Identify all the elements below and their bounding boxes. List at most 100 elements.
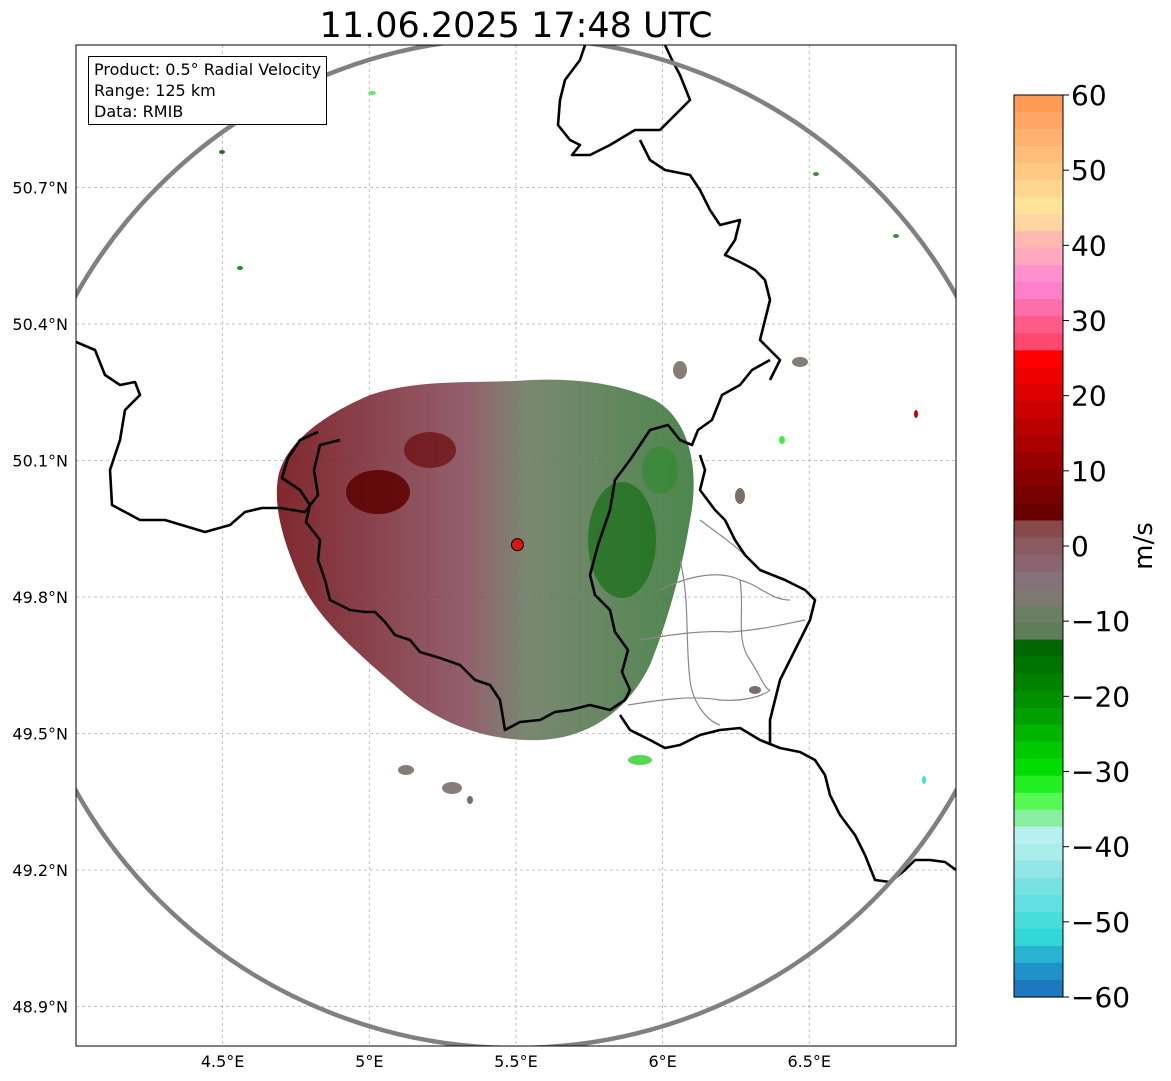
colorbar-tick-label: −50 bbox=[1071, 906, 1130, 939]
colorbar-segment bbox=[1014, 401, 1063, 419]
colorbar-segment bbox=[1014, 928, 1063, 947]
border-northwest bbox=[76, 340, 341, 534]
echo-spot bbox=[893, 234, 899, 238]
colorbar-segment bbox=[1014, 231, 1063, 249]
lat-tick-label: 49.5°N bbox=[12, 725, 68, 744]
colorbar bbox=[1013, 94, 1064, 998]
admin-borders bbox=[627, 519, 806, 726]
colorbar-segment bbox=[1014, 214, 1063, 232]
colorbar-segment bbox=[1014, 792, 1063, 811]
echo-area-main bbox=[276, 379, 694, 741]
colorbar-segment bbox=[1014, 588, 1063, 607]
colorbar-segment bbox=[1014, 809, 1063, 828]
colorbar-tick-label: 20 bbox=[1071, 380, 1107, 413]
lat-tick-label: 49.8°N bbox=[12, 588, 68, 607]
colorbar-segment bbox=[1014, 180, 1063, 198]
colorbar-segment bbox=[1014, 945, 1063, 964]
echo-spot bbox=[792, 357, 808, 367]
colorbar-segment bbox=[1014, 333, 1063, 351]
country-borders bbox=[76, 45, 956, 884]
colorbar-segment bbox=[1014, 146, 1063, 164]
colorbar-segment bbox=[1014, 282, 1063, 300]
info-data-source: Data: RMIB bbox=[94, 102, 184, 121]
colorbar-segment bbox=[1014, 350, 1063, 368]
colorbar-segment bbox=[1014, 724, 1063, 743]
echo-spot bbox=[735, 488, 745, 504]
colorbar-tick-label: −30 bbox=[1071, 756, 1130, 789]
echo-core-northeast bbox=[642, 446, 678, 494]
colorbar-tick-label: 0 bbox=[1071, 530, 1089, 563]
colorbar-segment bbox=[1014, 826, 1063, 845]
colorbar-ticks: 60 50 40 30 20 10 0 −10 −20 −30 −40 −50 −60 bbox=[1063, 79, 1130, 1014]
colorbar-segment bbox=[1014, 656, 1063, 675]
colorbar-tick-label: −60 bbox=[1071, 981, 1130, 1014]
echo-core-west bbox=[346, 470, 410, 514]
colorbar-segment bbox=[1014, 503, 1063, 522]
colorbar-tick-label: −20 bbox=[1071, 680, 1130, 713]
colorbar-segment bbox=[1014, 197, 1063, 215]
echo-spot bbox=[749, 686, 761, 694]
colorbar-tick-label: −10 bbox=[1071, 605, 1130, 638]
colorbar-segment bbox=[1014, 775, 1063, 794]
border-germany-east bbox=[638, 139, 782, 381]
colorbar-tick-label: 10 bbox=[1071, 455, 1107, 488]
echo-spot bbox=[442, 782, 462, 794]
colorbar-segment bbox=[1014, 554, 1063, 573]
colorbar-segment bbox=[1014, 741, 1063, 760]
echo-spot bbox=[813, 172, 819, 176]
map-border bbox=[75, 44, 957, 1047]
colorbar-segment bbox=[1014, 384, 1063, 402]
echo-spot bbox=[237, 266, 243, 270]
colorbar-segment bbox=[1014, 112, 1063, 130]
colorbar-segment bbox=[1014, 418, 1063, 436]
radar-echoes bbox=[219, 91, 926, 804]
border-southeast bbox=[618, 714, 956, 884]
colorbar-tick-label: −40 bbox=[1071, 831, 1130, 864]
echo-spot bbox=[914, 410, 918, 418]
lon-tick-label: 6°E bbox=[648, 1052, 676, 1071]
colorbar-segment bbox=[1014, 435, 1063, 453]
info-range: Range: 125 km bbox=[94, 81, 216, 100]
colorbar-segment bbox=[1014, 877, 1063, 896]
colorbar-segment bbox=[1014, 690, 1063, 709]
lat-tick-label: 50.7°N bbox=[12, 179, 68, 198]
colorbar-tick-label: 40 bbox=[1071, 229, 1107, 262]
colorbar-segment bbox=[1014, 707, 1063, 726]
echo-spot bbox=[398, 765, 414, 775]
echo-spot bbox=[467, 796, 473, 804]
colorbar-segment bbox=[1014, 911, 1063, 930]
info-product: Product: 0.5° Radial Velocity bbox=[94, 60, 322, 79]
info-box: Product: 0.5° Radial Velocity Range: 125… bbox=[88, 56, 328, 125]
colorbar-segment bbox=[1014, 95, 1063, 113]
colorbar-segment bbox=[1014, 571, 1063, 590]
colorbar-segment bbox=[1014, 163, 1063, 181]
lat-tick-label: 50.4°N bbox=[12, 315, 68, 334]
echo-spot bbox=[673, 361, 687, 379]
colorbar-segment bbox=[1014, 962, 1063, 981]
echo-core-northwest bbox=[404, 432, 456, 468]
colorbar-segment bbox=[1014, 537, 1063, 556]
echo-spot bbox=[219, 150, 225, 154]
colorbar-segment bbox=[1014, 486, 1063, 505]
colorbar-segment bbox=[1014, 605, 1063, 624]
echo-spot bbox=[628, 755, 652, 765]
colorbar-segment bbox=[1014, 860, 1063, 879]
colorbar-segment bbox=[1014, 265, 1063, 283]
colorbar-segment bbox=[1014, 520, 1063, 539]
colorbar-segment bbox=[1014, 894, 1063, 913]
colorbar-label: m/s bbox=[1129, 522, 1159, 570]
lat-tick-label: 49.2°N bbox=[12, 861, 68, 880]
echo-core-east bbox=[588, 482, 656, 598]
colorbar-segment bbox=[1014, 299, 1063, 317]
lon-tick-label: 6.5°E bbox=[787, 1052, 831, 1071]
colorbar-segment bbox=[1014, 639, 1063, 658]
lat-tick-label: 50.1°N bbox=[12, 452, 68, 471]
echo-spot bbox=[368, 91, 376, 95]
colorbar-segment bbox=[1014, 316, 1063, 334]
border-luxembourg bbox=[698, 454, 817, 745]
colorbar-segment bbox=[1014, 469, 1063, 488]
colorbar-segment bbox=[1014, 673, 1063, 692]
colorbar-tick-label: 30 bbox=[1071, 305, 1107, 338]
colorbar-segment bbox=[1014, 367, 1063, 385]
